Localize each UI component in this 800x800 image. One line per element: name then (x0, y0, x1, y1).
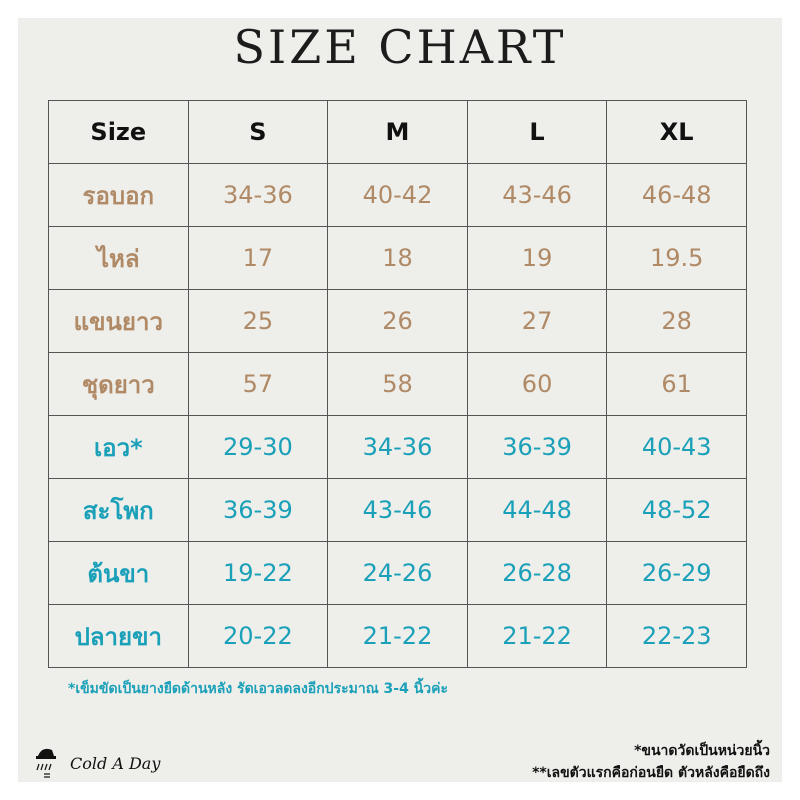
measurement-label: ไหล่ (48, 226, 189, 290)
measurement-label: ปลายขา (48, 604, 189, 668)
measurement-value: 24-26 (327, 541, 468, 605)
table-row: แขนยาว 25 26 27 28 (48, 289, 747, 353)
table-row: ปลายขา 20-22 21-22 21-22 22-23 (48, 604, 747, 668)
brand-logo: Cold A Day (34, 746, 160, 780)
measurement-value: 26 (327, 289, 468, 353)
header-size-l: L (466, 100, 608, 164)
table-row: ชุดยาว 57 58 60 61 (48, 352, 747, 416)
measurement-value: 36-39 (466, 415, 608, 479)
stretch-note: **เลขตัวแรกคือก่อนยืด ตัวหลังคือยืดถึง (532, 765, 770, 781)
page-title: SIZE CHART (233, 20, 567, 74)
snowman-hat-icon (36, 748, 56, 778)
header-row: Size S M L XL (48, 100, 747, 164)
measurement-value: 27 (466, 289, 608, 353)
measurement-value: 17 (187, 226, 329, 290)
measurement-value: 57 (187, 352, 329, 416)
unit-note: *ขนาดวัดเป็นหน่วยนิ้ว (634, 743, 770, 759)
measurement-value: 18 (327, 226, 468, 290)
brand-name: Cold A Day (70, 753, 161, 773)
size-table: Size S M L XL รอบอก 34-36 40-42 43-46 46-48 ไหล่ 1… (48, 100, 747, 668)
waist-note: *เข็มขัดเป็นยางยืดด้านหลัง รัดเอวลดลงอีก… (68, 681, 449, 697)
measurement-label: ชุดยาว (48, 352, 189, 416)
measurement-value: 43-46 (327, 478, 468, 542)
measurement-value: 19-22 (187, 541, 329, 605)
measurement-value: 61 (606, 352, 747, 416)
measurement-value: 40-42 (327, 163, 468, 227)
measurement-value: 34-36 (187, 163, 329, 227)
measurement-value: 36-39 (187, 478, 329, 542)
measurement-value: 19 (466, 226, 608, 290)
measurement-value: 48-52 (606, 478, 747, 542)
table-row: สะโพก 36-39 43-46 44-48 48-52 (48, 478, 747, 542)
measurement-value: 25 (187, 289, 329, 353)
header-size: Size (48, 100, 189, 164)
measurement-label: ต้นขา (48, 541, 189, 605)
measurement-value: 21-22 (327, 604, 468, 668)
measurement-label: เอว* (48, 415, 189, 479)
table-row: เอว* 29-30 34-36 36-39 40-43 (48, 415, 747, 479)
measurement-value: 29-30 (187, 415, 329, 479)
table-row: ไหล่ 17 18 19 19.5 (48, 226, 747, 290)
measurement-value: 44-48 (466, 478, 608, 542)
measurement-label: รอบอก (48, 163, 189, 227)
measurement-value: 60 (466, 352, 608, 416)
measurement-value: 34-36 (327, 415, 468, 479)
measurement-value: 58 (327, 352, 468, 416)
measurement-value: 26-29 (606, 541, 747, 605)
measurement-value: 21-22 (466, 604, 608, 668)
measurement-label: สะโพก (48, 478, 189, 542)
measurement-value: 46-48 (606, 163, 747, 227)
header-size-s: S (187, 100, 329, 164)
measurement-value: 26-28 (466, 541, 608, 605)
measurement-value: 40-43 (606, 415, 747, 479)
table-row: ต้นขา 19-22 24-26 26-28 26-29 (48, 541, 747, 605)
measurement-value: 28 (606, 289, 747, 353)
measurement-label: แขนยาว (48, 289, 189, 353)
measurement-value: 43-46 (466, 163, 608, 227)
measurement-value: 19.5 (606, 226, 747, 290)
table-row: รอบอก 34-36 40-42 43-46 46-48 (48, 163, 747, 227)
measurement-value: 22-23 (606, 604, 747, 668)
header-size-xl: XL (606, 100, 747, 164)
measurement-value: 20-22 (187, 604, 329, 668)
header-size-m: M (327, 100, 468, 164)
